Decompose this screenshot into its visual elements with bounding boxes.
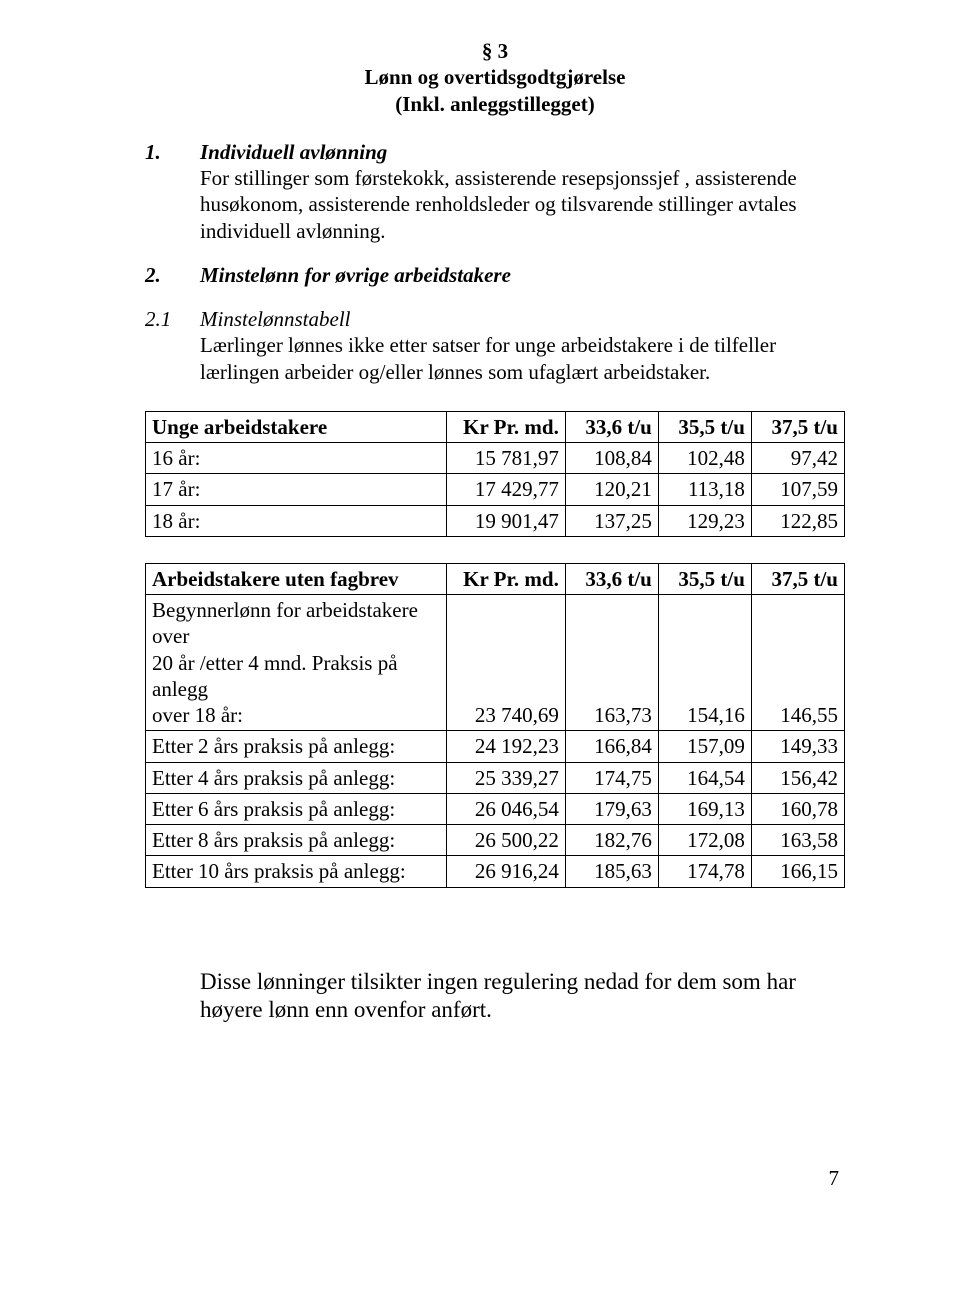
row-label: Etter 10 års praksis på anlegg: bbox=[146, 856, 447, 887]
cell: 163,73 bbox=[565, 595, 658, 731]
table-row: Etter 4 års praksis på anlegg: 25 339,27… bbox=[146, 762, 845, 793]
clause-paragraph: For stillinger som førstekokk, assistere… bbox=[200, 165, 845, 244]
table-row: Etter 10 års praksis på anlegg: 26 916,2… bbox=[146, 856, 845, 887]
cell: 164,54 bbox=[658, 762, 751, 793]
cell: 19 901,47 bbox=[446, 505, 565, 536]
col-header: Arbeidstakere uten fagbrev bbox=[146, 563, 447, 594]
cell: 174,75 bbox=[565, 762, 658, 793]
cell: 182,76 bbox=[565, 825, 658, 856]
table-row: Etter 2 års praksis på anlegg: 24 192,23… bbox=[146, 731, 845, 762]
cell: 157,09 bbox=[658, 731, 751, 762]
heading-line-3: (Inkl. anleggstillegget) bbox=[145, 91, 845, 117]
section-heading: § 3 Lønn og overtidsgodtgjørelse (Inkl. … bbox=[145, 38, 845, 117]
clause-number: 2. bbox=[145, 262, 200, 288]
cell: 172,08 bbox=[658, 825, 751, 856]
cell: 107,59 bbox=[751, 474, 844, 505]
heading-line-1: § 3 bbox=[145, 38, 845, 64]
cell: 108,84 bbox=[565, 443, 658, 474]
row-label: Etter 6 års praksis på anlegg: bbox=[146, 793, 447, 824]
cell: 174,78 bbox=[658, 856, 751, 887]
clause-2-1: 2.1 Minstelønnstabell Lærlinger lønnes i… bbox=[145, 306, 845, 385]
closing-paragraph: Disse lønninger tilsikter ingen reguleri… bbox=[200, 968, 845, 1026]
clause-title: Individuell avlønning bbox=[200, 139, 845, 165]
cell: 149,33 bbox=[751, 731, 844, 762]
cell: 154,16 bbox=[658, 595, 751, 731]
cell: 15 781,97 bbox=[446, 443, 565, 474]
row-label-line: Begynnerlønn for arbeidstakere over bbox=[152, 597, 440, 650]
row-label: Etter 4 års praksis på anlegg: bbox=[146, 762, 447, 793]
cell: 146,55 bbox=[751, 595, 844, 731]
cell: 26 046,54 bbox=[446, 793, 565, 824]
cell: 102,48 bbox=[658, 443, 751, 474]
row-label: Etter 8 års praksis på anlegg: bbox=[146, 825, 447, 856]
cell: 25 339,27 bbox=[446, 762, 565, 793]
col-header: Unge arbeidstakere bbox=[146, 411, 447, 442]
col-header: 35,5 t/u bbox=[658, 411, 751, 442]
row-label-line: 20 år /etter 4 mnd. Praksis på anlegg bbox=[152, 650, 440, 703]
table-row: 17 år: 17 429,77 120,21 113,18 107,59 bbox=[146, 474, 845, 505]
col-header: Kr Pr. md. bbox=[446, 411, 565, 442]
table-row: 18 år: 19 901,47 137,25 129,23 122,85 bbox=[146, 505, 845, 536]
table-row: Etter 6 års praksis på anlegg: 26 046,54… bbox=[146, 793, 845, 824]
row-label: 18 år: bbox=[146, 505, 447, 536]
cell: 185,63 bbox=[565, 856, 658, 887]
table-row: Etter 8 års praksis på anlegg: 26 500,22… bbox=[146, 825, 845, 856]
table-header-row: Arbeidstakere uten fagbrev Kr Pr. md. 33… bbox=[146, 563, 845, 594]
cell: 129,23 bbox=[658, 505, 751, 536]
cell: 156,42 bbox=[751, 762, 844, 793]
row-label-line: over 18 år: bbox=[152, 702, 440, 728]
row-label: 16 år: bbox=[146, 443, 447, 474]
row-label: Etter 2 års praksis på anlegg: bbox=[146, 731, 447, 762]
cell: 113,18 bbox=[658, 474, 751, 505]
cell: 17 429,77 bbox=[446, 474, 565, 505]
col-header: 33,6 t/u bbox=[565, 411, 658, 442]
cell: 166,84 bbox=[565, 731, 658, 762]
clause-title: Minstelønn for øvrige arbeidstakere bbox=[200, 262, 845, 288]
col-header: 37,5 t/u bbox=[751, 411, 844, 442]
clause-paragraph: Lærlinger lønnes ikke etter satser for u… bbox=[200, 332, 845, 385]
clause-1: 1. Individuell avlønning For stillinger … bbox=[145, 139, 845, 244]
col-header: 35,5 t/u bbox=[658, 563, 751, 594]
row-label: 17 år: bbox=[146, 474, 447, 505]
clause-title: Minstelønnstabell bbox=[200, 306, 845, 332]
row-label: Begynnerlønn for arbeidstakere over 20 å… bbox=[146, 595, 447, 731]
cell: 160,78 bbox=[751, 793, 844, 824]
cell: 120,21 bbox=[565, 474, 658, 505]
table-row: 16 år: 15 781,97 108,84 102,48 97,42 bbox=[146, 443, 845, 474]
cell: 122,85 bbox=[751, 505, 844, 536]
cell: 166,15 bbox=[751, 856, 844, 887]
cell: 26 916,24 bbox=[446, 856, 565, 887]
cell: 23 740,69 bbox=[446, 595, 565, 731]
cell: 97,42 bbox=[751, 443, 844, 474]
cell: 179,63 bbox=[565, 793, 658, 824]
cell: 169,13 bbox=[658, 793, 751, 824]
col-header: 33,6 t/u bbox=[565, 563, 658, 594]
clause-number: 1. bbox=[145, 139, 200, 244]
col-header: 37,5 t/u bbox=[751, 563, 844, 594]
cell: 163,58 bbox=[751, 825, 844, 856]
clause-2: 2. Minstelønn for øvrige arbeidstakere bbox=[145, 262, 845, 288]
page-number: 7 bbox=[145, 1165, 845, 1191]
heading-line-2: Lønn og overtidsgodtgjørelse bbox=[145, 64, 845, 90]
table-uten-fagbrev: Arbeidstakere uten fagbrev Kr Pr. md. 33… bbox=[145, 563, 845, 888]
table-row: Begynnerlønn for arbeidstakere over 20 å… bbox=[146, 595, 845, 731]
cell: 137,25 bbox=[565, 505, 658, 536]
table-header-row: Unge arbeidstakere Kr Pr. md. 33,6 t/u 3… bbox=[146, 411, 845, 442]
clause-number: 2.1 bbox=[145, 306, 200, 385]
cell: 26 500,22 bbox=[446, 825, 565, 856]
col-header: Kr Pr. md. bbox=[446, 563, 565, 594]
cell: 24 192,23 bbox=[446, 731, 565, 762]
table-unge-arbeidstakere: Unge arbeidstakere Kr Pr. md. 33,6 t/u 3… bbox=[145, 411, 845, 537]
